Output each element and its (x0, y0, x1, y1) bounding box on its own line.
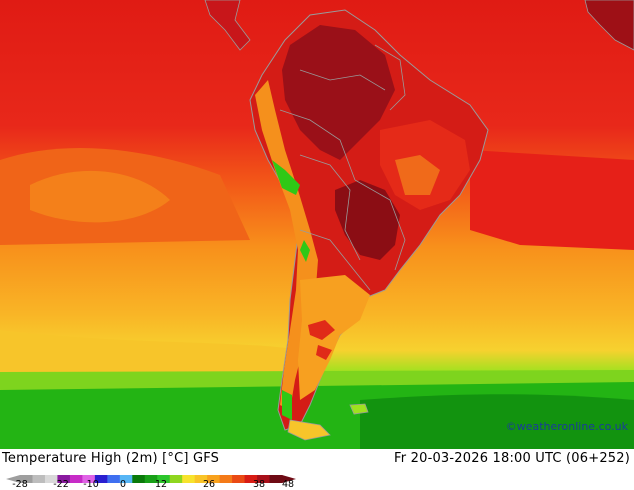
amazon-hot-core (282, 25, 395, 160)
scale-swatch (219, 475, 233, 483)
brazil-orange-spot (395, 155, 440, 195)
southern-yellow-band (0, 330, 300, 375)
southern-dark-green (360, 394, 634, 449)
scale-tick-label: 26 (202, 479, 216, 490)
falklands (349, 403, 369, 415)
scale-tick-label: -22 (53, 479, 69, 490)
scale-tick-label: 48 (281, 479, 295, 490)
scale-swatch (194, 475, 208, 483)
scale-swatch (257, 475, 270, 483)
scale-swatch (132, 475, 146, 483)
color-scale-bar (6, 475, 296, 483)
scale-tick-label: 0 (119, 479, 127, 490)
scale-swatch (232, 475, 245, 483)
pacific-light-zone (30, 170, 170, 223)
map-footer: Temperature High (2m) [°C] GFS Fr 20-03-… (0, 449, 634, 490)
scale-swatch (119, 475, 133, 483)
scale-swatch (20, 475, 33, 483)
tierra-del-fuego (287, 419, 331, 441)
scale-swatch (182, 475, 196, 483)
credit-link[interactable]: ©weatheronline.co.uk (505, 420, 628, 433)
patagonia-orange (298, 275, 370, 400)
credit-area: ©weatheronline.co.uk (0, 420, 634, 438)
scale-swatch (269, 475, 283, 483)
map-datetime: Fr 20-03-2026 18:00 UTC (06+252) (394, 451, 630, 466)
scale-swatch (82, 475, 96, 483)
central-america (204, 0, 251, 51)
atlantic-red-zone (470, 150, 634, 250)
scale-swatch (169, 475, 183, 483)
chaco-hot-core (335, 180, 400, 260)
color-scale: -28 -22 -10 0 12 26 38 48 (6, 470, 296, 490)
scale-tick-label: 38 (252, 479, 266, 490)
scale-swatch (157, 475, 171, 483)
scale-swatch (207, 475, 221, 483)
map-title: Temperature High (2m) [°C] GFS (2, 451, 220, 466)
country-borders (279, 44, 406, 291)
scale-swatch (69, 475, 83, 483)
scale-swatch (144, 475, 158, 483)
africa-tip (584, 0, 634, 51)
scale-tick-label: -10 (83, 479, 99, 490)
temperature-map: ©weatheronline.co.uk (0, 0, 634, 449)
scale-tick-label: 12 (154, 479, 168, 490)
scale-swatch (94, 475, 108, 483)
scale-arrow-right (282, 475, 296, 483)
scale-swatch (244, 475, 258, 483)
scale-swatch (32, 475, 46, 483)
patagonia-red-spots (308, 320, 335, 360)
scale-swatch (107, 475, 121, 483)
scale-arrow-left (6, 475, 20, 483)
scale-swatch (44, 475, 58, 483)
map-canvas (0, 0, 634, 449)
scale-swatch (57, 475, 71, 483)
scale-tick-label: -28 (12, 479, 28, 490)
